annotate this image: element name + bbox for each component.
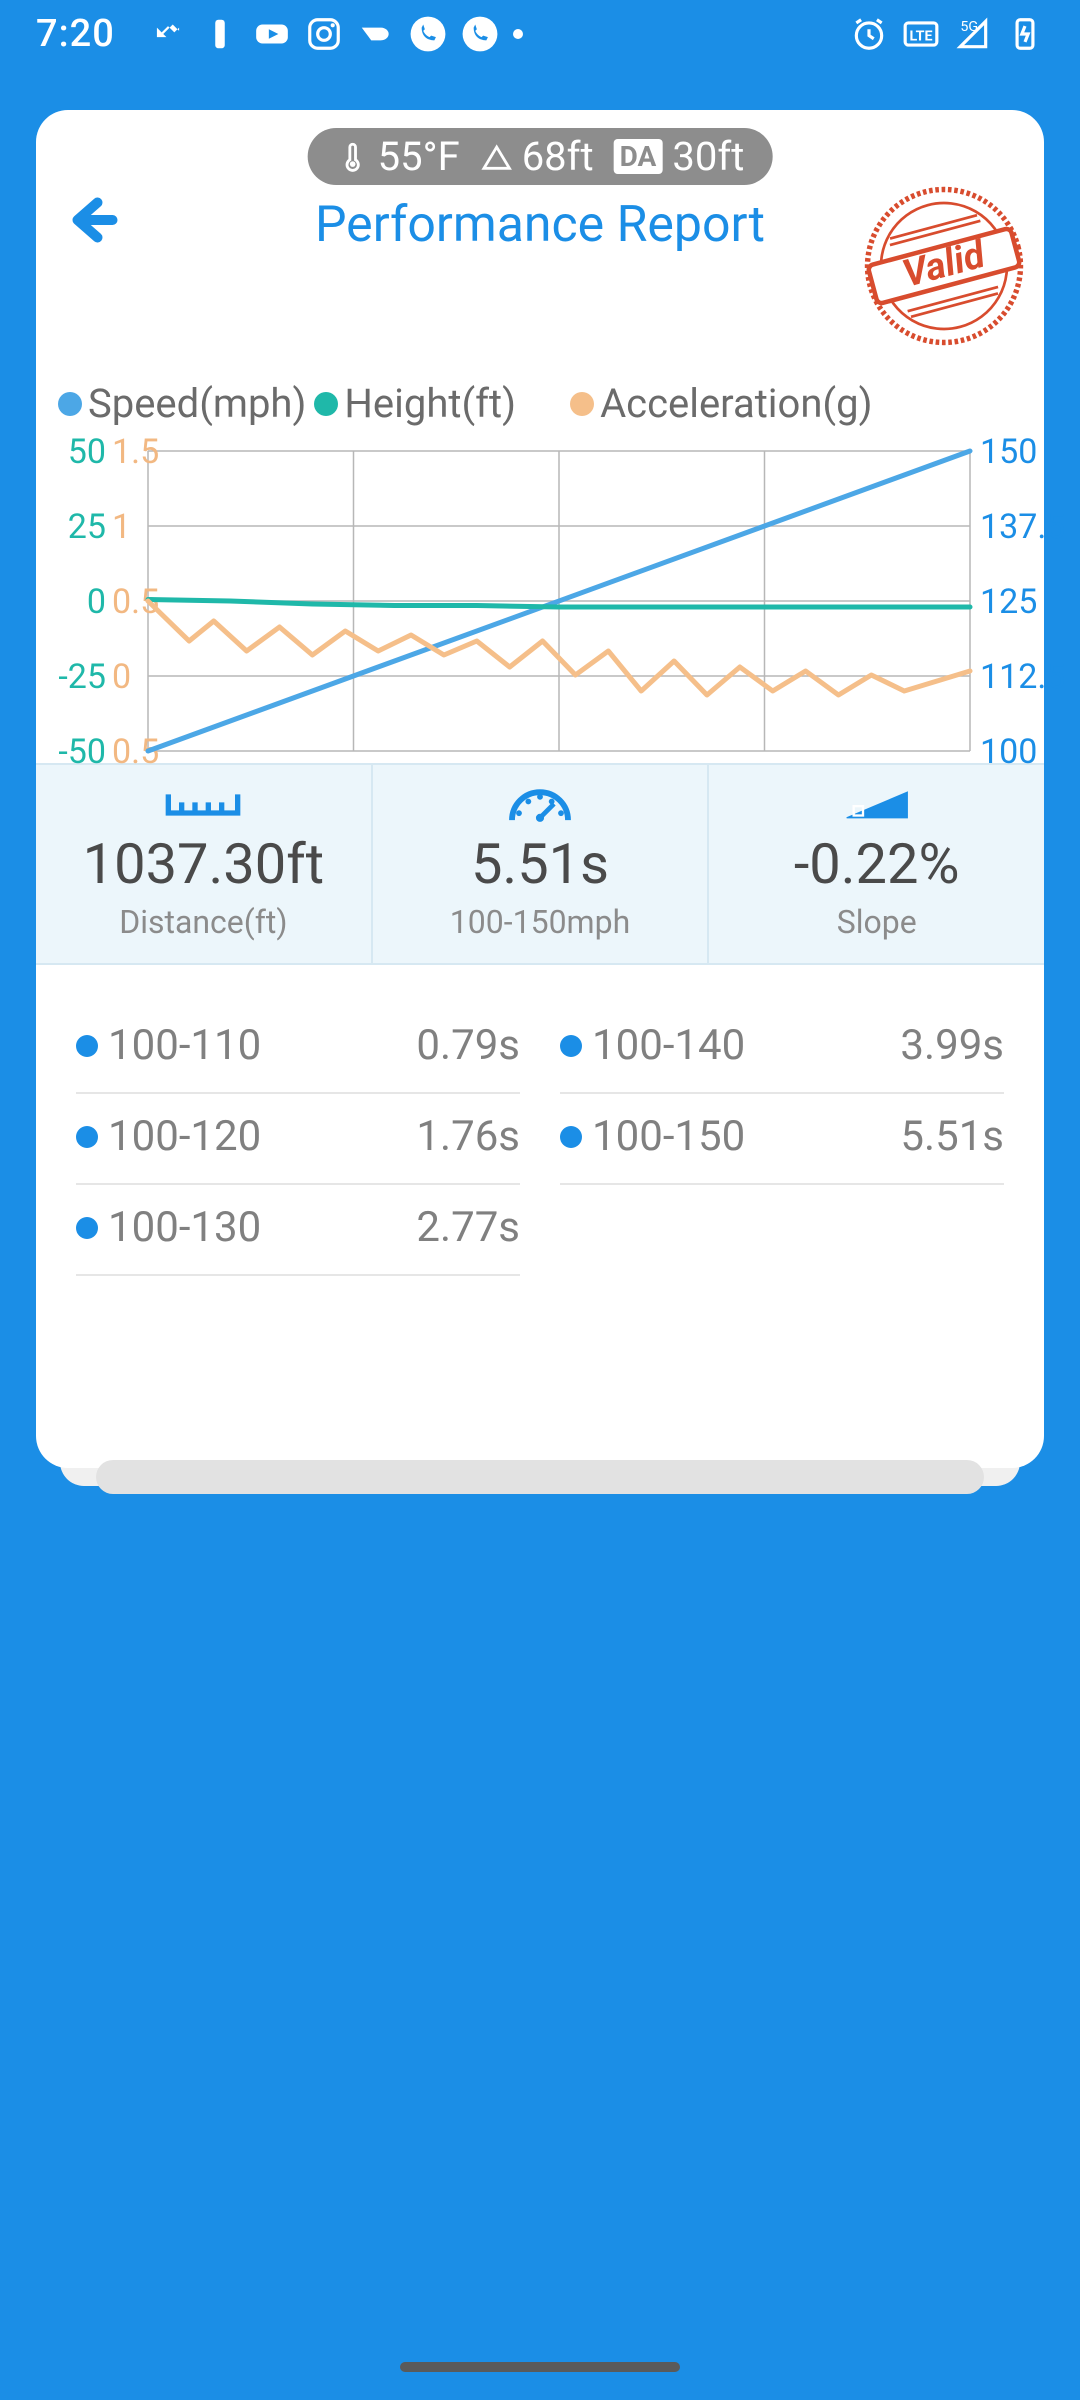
split-time: 1.76s <box>416 1112 520 1161</box>
svg-text:-50: -50 <box>58 732 106 772</box>
stats-row: 1037.30ft Distance(ft) 5.51s 100-150mph … <box>36 763 1044 965</box>
signal-5g-icon: 5G <box>954 15 992 53</box>
split-dot-icon <box>76 1035 98 1057</box>
svg-text:-25: -25 <box>58 657 106 697</box>
stat-time: 5.51s 100-150mph <box>373 765 710 963</box>
svg-text:137.5: 137.5 <box>980 507 1065 547</box>
performance-chart: 501.5150251137.500.5125-250112.5-500.510… <box>36 441 1044 763</box>
slope-label: Slope <box>837 903 917 941</box>
split-dot-icon <box>560 1035 582 1057</box>
svg-text:125: 125 <box>980 582 1037 622</box>
ruler-icon <box>163 785 243 825</box>
split-range: 100-110 <box>108 1021 261 1070</box>
split-range: 100-130 <box>108 1203 261 1252</box>
legend-dot-speed <box>58 392 82 416</box>
split-time: 2.77s <box>416 1203 520 1252</box>
legend-speed: Speed(mph) <box>88 380 306 427</box>
missed-call-icon <box>149 15 187 53</box>
instagram-icon <box>305 15 343 53</box>
splits-grid: 100-1100.79s100-1403.99s100-1201.76s100-… <box>36 965 1044 1276</box>
legend-accel: Acceleration(g) <box>600 380 872 427</box>
performance-report-card: 55°F 68ft DA 30ft Performance Report Val… <box>36 110 1044 1468</box>
alarm-icon <box>850 15 888 53</box>
svg-text:150: 150 <box>980 432 1037 472</box>
split-row: 100-150 5.51s <box>560 1094 1004 1185</box>
svg-text:112.5: 112.5 <box>980 657 1065 697</box>
svg-text:Valid: Valid <box>898 233 991 297</box>
svg-text:1: 1 <box>112 507 131 547</box>
legend-height: Height(ft) <box>344 380 516 427</box>
split-row: 100-120 1.76s <box>76 1094 520 1185</box>
gauge-icon <box>505 785 575 825</box>
split-time: 5.51s <box>900 1112 1004 1161</box>
split-dot-icon <box>76 1217 98 1239</box>
phone-icon <box>409 15 447 53</box>
nav-handle[interactable] <box>400 2362 680 2372</box>
split-row: 100-110 0.79s <box>76 1003 520 1094</box>
time-value: 5.51s <box>471 831 609 897</box>
split-row: 100-140 3.99s <box>560 1003 1004 1094</box>
split-time: 3.99s <box>900 1021 1004 1070</box>
time-label: 100-150mph <box>450 903 630 941</box>
split-dot-icon <box>76 1126 98 1148</box>
svg-text:25: 25 <box>68 507 106 547</box>
slope-icon <box>842 785 912 825</box>
phone-icon-2 <box>461 15 499 53</box>
notification-dot-icon <box>513 29 523 39</box>
stat-distance: 1037.30ft Distance(ft) <box>36 765 373 963</box>
android-status-bar: 7:20 LTE 5G <box>0 0 1080 68</box>
split-dot-icon <box>560 1126 582 1148</box>
distance-label: Distance(ft) <box>119 903 287 941</box>
back-button[interactable] <box>60 190 120 250</box>
svg-text:100: 100 <box>980 732 1037 772</box>
split-range: 100-150 <box>592 1112 745 1161</box>
volte-icon: LTE <box>902 15 940 53</box>
clock-time: 7:20 <box>36 12 115 56</box>
card-stack-shadow-2 <box>96 1460 984 1494</box>
svg-text:1.5: 1.5 <box>112 432 159 472</box>
doordash-icon <box>357 15 395 53</box>
svg-text:LTE: LTE <box>910 28 933 44</box>
split-range: 100-140 <box>592 1021 745 1070</box>
battery-icon <box>201 15 239 53</box>
battery-charging-icon <box>1006 15 1044 53</box>
slope-value: -0.22% <box>794 831 960 897</box>
youtube-icon <box>253 15 291 53</box>
legend-dot-height <box>314 392 338 416</box>
distance-value: 1037.30ft <box>83 831 324 897</box>
split-range: 100-120 <box>108 1112 261 1161</box>
svg-text:0: 0 <box>112 657 131 697</box>
legend-dot-accel <box>570 392 594 416</box>
stat-slope: -0.22% Slope <box>709 765 1044 963</box>
split-row: 100-130 2.77s <box>76 1185 520 1276</box>
split-time: 0.79s <box>416 1021 520 1070</box>
svg-text:0: 0 <box>87 582 106 622</box>
svg-text:50: 50 <box>68 432 106 472</box>
